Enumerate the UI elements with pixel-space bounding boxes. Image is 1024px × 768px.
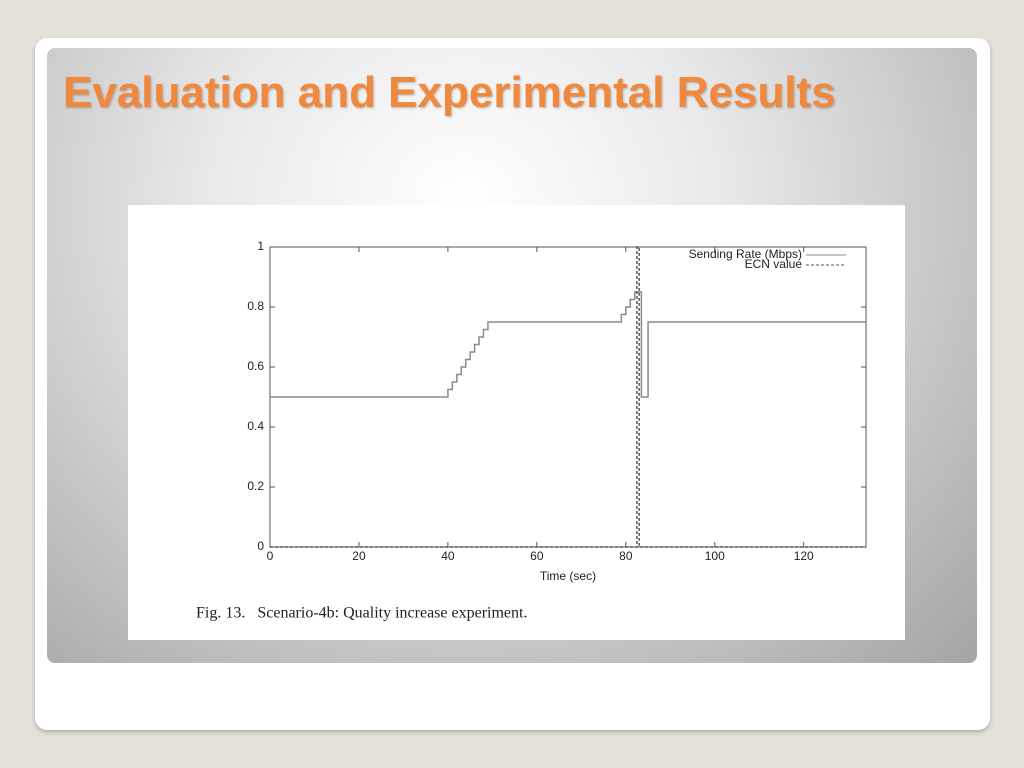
x-tick-label: 40	[441, 549, 455, 563]
x-tick-label: 60	[530, 549, 544, 563]
series-line	[270, 291, 866, 398]
x-axis-label: Time (sec)	[540, 569, 596, 583]
y-tick-label: 0.6	[247, 359, 264, 373]
x-tick-label: 0	[267, 549, 274, 563]
legend-label: ECN value	[745, 257, 803, 271]
x-tick-label: 100	[705, 549, 725, 563]
legend-label: Sending Rate (Mbps)	[689, 247, 802, 261]
x-tick-label: 80	[619, 549, 633, 563]
x-tick-label: 120	[794, 549, 814, 563]
series-line	[270, 246, 866, 548]
chart: Time (sec) Fig. 13. Scenario-4b: Quality…	[128, 205, 905, 640]
y-tick-label: 1	[257, 239, 264, 253]
y-tick-label: 0.2	[247, 479, 264, 493]
slide-title: Evaluation and Experimental Results	[63, 68, 836, 117]
caption: Fig. 13. Scenario-4b: Quality increase e…	[196, 605, 527, 622]
y-tick-label: 0.8	[247, 299, 264, 313]
y-tick-label: 0.4	[247, 419, 264, 433]
x-tick-label: 20	[352, 549, 366, 563]
y-tick-label: 0	[257, 539, 264, 553]
